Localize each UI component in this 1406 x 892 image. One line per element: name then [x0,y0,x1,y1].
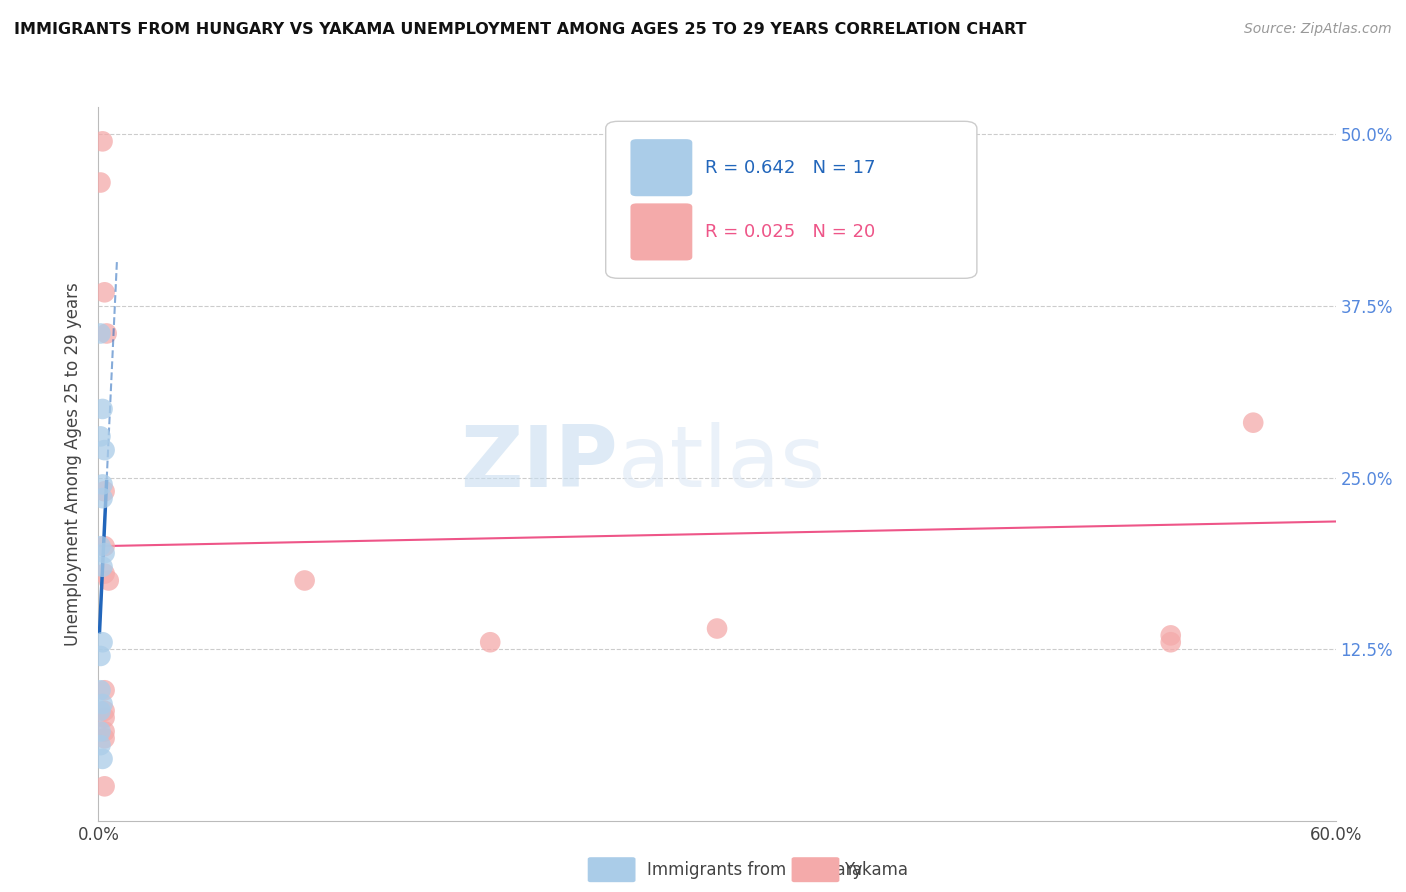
Point [91,752,114,766]
FancyBboxPatch shape [630,203,692,260]
Point [93,484,115,499]
Point [706,622,728,636]
Text: IMMIGRANTS FROM HUNGARY VS YAKAMA UNEMPLOYMENT AMONG AGES 25 TO 29 YEARS CORRELA: IMMIGRANTS FROM HUNGARY VS YAKAMA UNEMPL… [14,22,1026,37]
Point [91,401,114,416]
Point [89,326,111,341]
Point [1160,628,1182,642]
Point [93,566,115,581]
Point [91,697,114,711]
Point [93,731,115,746]
Point [89,683,111,698]
Point [89,539,111,553]
Point [1241,416,1264,430]
Point [89,738,111,752]
Point [89,176,111,190]
FancyBboxPatch shape [606,121,977,278]
Point [93,539,115,553]
Point [89,648,111,663]
Point [479,635,502,649]
Text: Yakama: Yakama [844,861,908,879]
Point [93,724,115,739]
Point [93,704,115,718]
Point [1160,635,1182,649]
Point [89,429,111,443]
Point [93,711,115,725]
Point [91,477,114,491]
Text: Immigrants from Hungary: Immigrants from Hungary [647,861,862,879]
Point [93,285,115,300]
Point [93,546,115,560]
Point [294,574,316,588]
FancyBboxPatch shape [630,139,692,196]
Text: R = 0.025   N = 20: R = 0.025 N = 20 [704,223,875,241]
Text: Source: ZipAtlas.com: Source: ZipAtlas.com [1244,22,1392,37]
Point [93,443,115,458]
Y-axis label: Unemployment Among Ages 25 to 29 years: Unemployment Among Ages 25 to 29 years [65,282,83,646]
Text: ZIP: ZIP [460,422,619,506]
Point [91,491,114,505]
Point [97,574,120,588]
Point [93,780,115,794]
Point [96,326,118,341]
Point [91,134,114,148]
Text: R = 0.642   N = 17: R = 0.642 N = 17 [704,159,875,177]
Point [91,635,114,649]
Point [89,724,111,739]
Point [91,559,114,574]
Point [89,704,111,718]
Point [93,683,115,698]
Text: atlas: atlas [619,422,827,506]
